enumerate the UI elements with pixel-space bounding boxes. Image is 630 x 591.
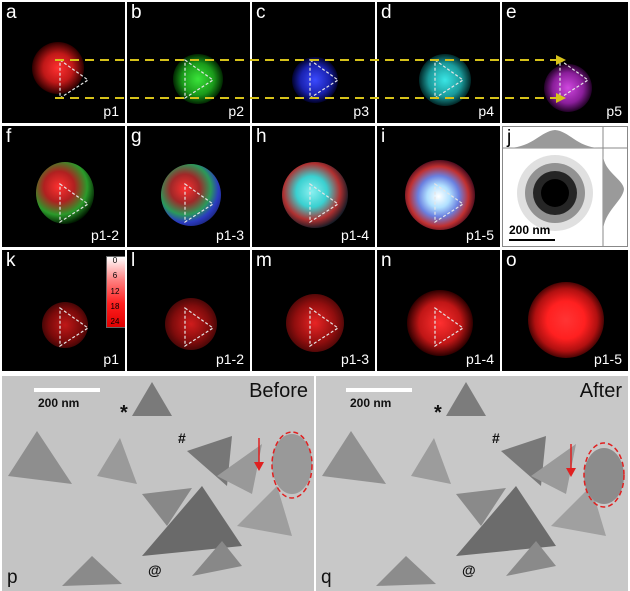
scale-bar-label: 200 nm: [509, 223, 551, 237]
triangle-outline: [184, 306, 215, 348]
scale-bar: [346, 388, 412, 392]
triangle-outline: [434, 58, 465, 100]
tem-image: [2, 376, 314, 591]
triangle-outline: [309, 182, 340, 224]
panel-label: p2: [228, 103, 244, 119]
panel-label: p1: [103, 351, 119, 367]
colorbar-tick: 6: [112, 271, 118, 281]
p5-emission-blob: [544, 64, 592, 112]
panel-letter: i: [381, 126, 386, 147]
panel-letter: n: [381, 250, 392, 271]
panel-o: o p1-5: [502, 250, 628, 371]
panel-label: p1-2: [90, 227, 119, 243]
panel-i: i p1-5: [377, 126, 500, 247]
colorbar-tick: 24: [110, 317, 120, 326]
triangle-outline: [309, 58, 340, 100]
panel-letter: c: [256, 2, 266, 23]
triangle-outline: [559, 58, 590, 100]
panel-letter: p: [7, 567, 18, 588]
tem-after-panel: 200 nm After * # @ q: [316, 376, 628, 591]
scale-bar: [509, 239, 555, 241]
scale-bar: [34, 388, 100, 392]
p1-4-density-blob: [407, 290, 473, 356]
panel-letter: h: [256, 126, 267, 147]
panel-b: b p2: [127, 2, 250, 123]
panel-letter: o: [506, 250, 517, 271]
panel-d: d p4: [377, 2, 500, 123]
panel-letter: k: [6, 250, 16, 271]
colorbar-tick: 0: [112, 256, 118, 265]
panel-label: p5: [606, 103, 622, 119]
tem-before-panel: 200 nm Before * # @ p: [2, 376, 314, 591]
tem-image: [316, 376, 628, 591]
triangle-outline: [434, 306, 465, 348]
panel-label: p4: [478, 103, 494, 119]
scatter-histogram-plot: [503, 127, 627, 246]
colorbar-ticks: 0 6 12 18 24: [106, 256, 124, 326]
marker-asterisk: *: [434, 402, 442, 424]
p1-2-overlay-blob: [36, 162, 94, 224]
triangle-outline: [309, 306, 340, 348]
red-dashed-circle: [583, 442, 625, 508]
panel-label: p1-2: [215, 351, 244, 367]
panel-letter: q: [321, 567, 332, 588]
scale-bar-label: 200 nm: [350, 396, 392, 410]
panel-k: 0 6 12 18 24 k p1: [2, 250, 125, 371]
panel-label: p1-4: [465, 351, 494, 367]
panel-letter: a: [6, 2, 17, 23]
panel-label: p1-3: [340, 351, 369, 367]
panel-letter: e: [506, 2, 517, 23]
panel-letter: b: [131, 2, 142, 23]
panel-a: a p1: [2, 2, 125, 123]
colorbar-tick: 12: [110, 286, 120, 296]
panel-label: p1-5: [465, 227, 494, 243]
red-dashed-circle: [271, 431, 313, 499]
panel-letter: m: [256, 250, 272, 271]
marker-hash: #: [178, 430, 186, 446]
scale-bar-label: 200 nm: [38, 396, 80, 410]
triangle-outline: [434, 182, 465, 224]
red-arrow-icon: [566, 444, 576, 477]
panel-f: f p1-2: [2, 126, 125, 247]
panel-letter: l: [131, 250, 136, 271]
panel-label: p3: [353, 103, 369, 119]
panel-h: h p1-4: [252, 126, 375, 247]
p1-2-density-blob: [165, 298, 217, 350]
triangle-outline: [59, 306, 90, 348]
triangle-outline: [59, 58, 90, 100]
panel-c: c p3: [252, 2, 375, 123]
panel-label: p1-3: [215, 227, 244, 243]
p1-4-overlay-blob: [282, 162, 348, 228]
panel-label: p1-4: [340, 227, 369, 243]
tem-title: Before: [249, 380, 308, 402]
panel-j-scatter: j 200 nm: [502, 126, 628, 247]
triangle-outline: [184, 182, 215, 224]
panel-n: n p1-4: [377, 250, 500, 371]
p1-3-overlay-blob: [161, 164, 221, 226]
marker-at: @: [462, 562, 476, 578]
p1-5-density-blob: [528, 282, 604, 358]
colorbar-tick: 18: [110, 301, 120, 311]
panel-g: g p1-3: [127, 126, 250, 247]
panel-label: p1-5: [593, 351, 622, 367]
marker-at: @: [148, 562, 162, 578]
panel-label: p1: [103, 103, 119, 119]
panel-m: m p1-3: [252, 250, 375, 371]
tem-title: After: [579, 380, 622, 402]
colorbar: [106, 256, 125, 328]
panel-letter: d: [381, 2, 392, 23]
p1-emission-blob: [32, 42, 84, 94]
panel-letter: g: [131, 126, 142, 147]
triangle-outline: [59, 182, 90, 224]
p2-emission-blob: [173, 54, 223, 104]
panel-l: l p1-2: [127, 250, 250, 371]
p1-density-blob: [42, 302, 88, 348]
red-arrow-icon: [254, 438, 264, 471]
panel-letter: f: [6, 126, 12, 147]
marker-asterisk: *: [120, 402, 128, 424]
marker-hash: #: [492, 430, 500, 446]
panel-letter: j: [507, 127, 512, 148]
triangle-outline: [184, 58, 215, 100]
panel-e: e p5: [502, 2, 628, 123]
